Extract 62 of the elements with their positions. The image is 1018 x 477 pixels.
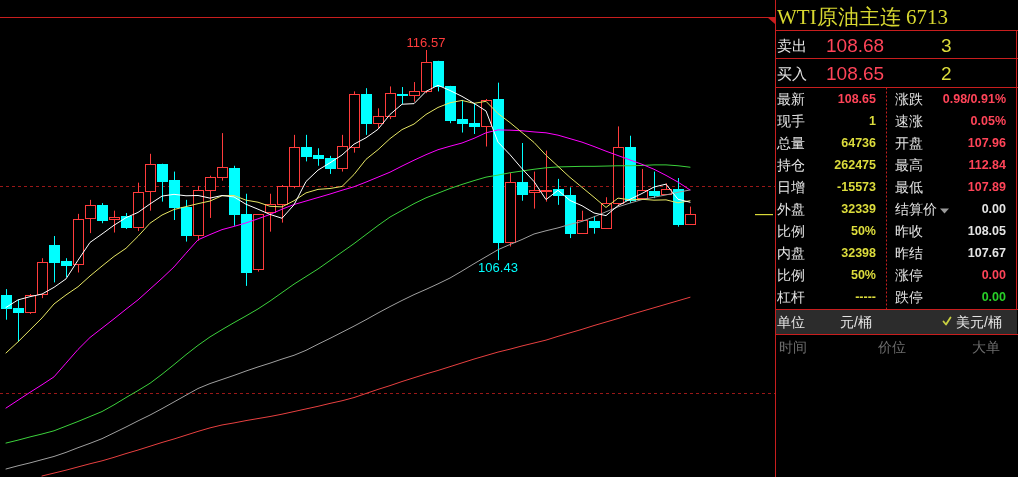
candlestick	[109, 210, 120, 234]
text: 时间	[779, 338, 807, 355]
candlestick	[649, 171, 660, 199]
text: 比例	[777, 266, 805, 283]
annotation: 106.43	[478, 260, 518, 276]
text: 开盘	[895, 134, 923, 151]
text: 结算价	[895, 200, 937, 217]
text: 0.98/0.91%	[942, 91, 1006, 106]
text: 最低	[895, 178, 923, 195]
text: 50%	[850, 223, 876, 238]
text: 昨收	[895, 222, 923, 239]
text: 1	[869, 113, 877, 128]
candlestick	[517, 142, 528, 202]
text: 买入	[777, 64, 807, 82]
text: 持仓	[777, 156, 805, 173]
text: -----	[855, 289, 876, 304]
candlestick	[85, 199, 96, 234]
text: 美元/桶	[956, 313, 1002, 330]
text: 比例	[777, 222, 805, 239]
text: 0.00	[981, 201, 1007, 216]
text: 元/桶	[840, 313, 872, 330]
text: 0.00	[981, 289, 1007, 304]
text: -15573	[837, 179, 877, 194]
text: 0.05%	[970, 113, 1006, 128]
text: 杠杆	[776, 288, 805, 305]
candlestick	[97, 202, 108, 224]
text: 昨结	[895, 244, 923, 261]
text: 外盘	[777, 200, 805, 217]
text: 大单	[972, 338, 1000, 355]
text: 108.65	[826, 62, 885, 84]
text: 107.89	[967, 179, 1007, 194]
text: 112.84	[968, 157, 1007, 172]
text: 涨停	[895, 266, 923, 283]
text: 262475	[834, 157, 877, 172]
text: 单位	[777, 313, 805, 330]
text: 107.96	[967, 135, 1007, 150]
text: 32339	[841, 201, 877, 216]
text: 总量	[776, 134, 805, 151]
annotation: 116.57	[406, 35, 446, 50]
text: 3	[941, 34, 952, 56]
text: WTI原油主连 6713	[777, 5, 948, 29]
candlestick	[577, 210, 588, 234]
text: 内盘	[777, 244, 805, 261]
candlestick	[25, 293, 36, 315]
text: 最新	[777, 90, 805, 107]
text: 108.65	[837, 91, 877, 106]
text: 涨跌	[895, 90, 923, 107]
text: 0.00	[981, 267, 1007, 282]
text: 50%	[850, 267, 876, 282]
text: 价位	[877, 338, 906, 355]
text: 跌停	[895, 288, 923, 305]
text: 108.05	[967, 223, 1007, 238]
text: 108.68	[826, 34, 885, 56]
text: 现手	[777, 112, 805, 129]
text: 2	[941, 62, 952, 84]
text: 速涨	[895, 112, 923, 129]
text: 日增	[777, 178, 805, 195]
text: 107.67	[967, 245, 1007, 260]
text: 卖出	[777, 36, 807, 54]
text: 最高	[895, 156, 923, 173]
text: 64736	[841, 135, 877, 150]
text: 32398	[841, 245, 877, 260]
